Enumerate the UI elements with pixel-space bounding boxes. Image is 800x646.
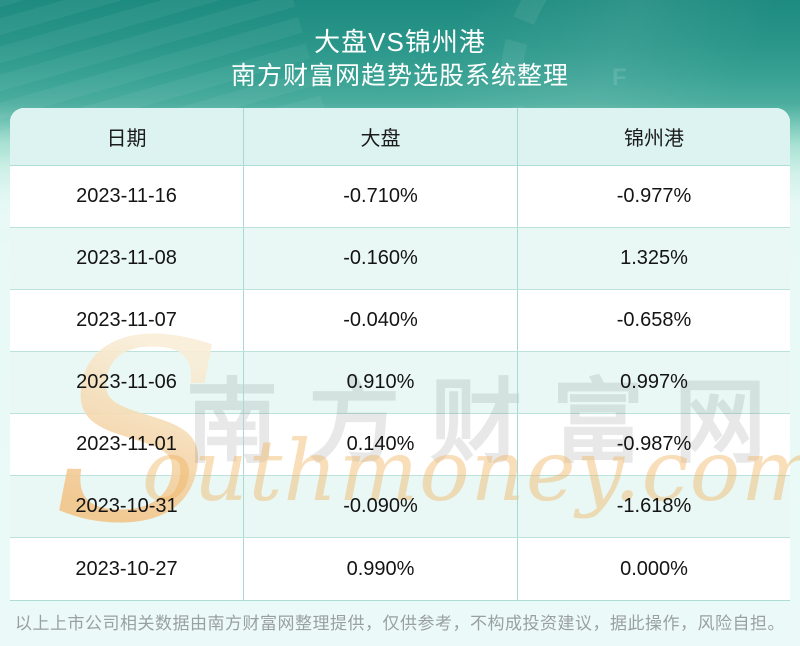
cell-market-change: -0.040%: [243, 290, 517, 351]
table-row: 2023-11-01 0.140% -0.987%: [10, 414, 790, 476]
cell-date: 2023-11-01: [76, 433, 177, 455]
cell-date: 2023-11-08: [76, 247, 177, 269]
table-row: 2023-10-27 0.990% 0.000%: [10, 538, 790, 600]
column-header-jinzhou-port: 锦州港: [517, 108, 790, 165]
hero-banner: 大盘VS锦州港 南方财富网趋势选股系统整理: [0, 0, 800, 92]
table-row: 2023-11-08 -0.160% 1.325%: [10, 228, 790, 290]
cell-stock-change: -1.618%: [517, 476, 790, 537]
cell-stock-change: 1.325%: [517, 228, 790, 289]
cell-date: 2023-11-07: [76, 309, 177, 331]
table-row: 2023-11-06 0.910% 0.997%: [10, 352, 790, 414]
cell-stock-change: 0.000%: [517, 538, 790, 600]
footer-disclaimer: 以上上市公司相关数据由南方财富网整理提供，仅供参考，不构成投资建议，据此操作，风…: [15, 614, 785, 633]
table-header-row: 日期 大盘 锦州港: [10, 108, 790, 166]
cell-date: 2023-11-16: [76, 185, 177, 207]
cell-market-change: -0.090%: [243, 476, 517, 537]
cell-date: 2023-11-06: [76, 371, 177, 393]
cell-stock-change: -0.987%: [517, 414, 790, 475]
cell-stock-change: -0.977%: [517, 166, 790, 227]
cell-market-change: -0.160%: [243, 228, 517, 289]
gauge-f-mark: F: [612, 64, 627, 92]
page-title: 大盘VS锦州港: [314, 27, 486, 57]
table-row: 2023-10-31 -0.090% -1.618%: [10, 476, 790, 538]
cell-date: 2023-10-27: [75, 557, 178, 580]
cell-market-change: -0.710%: [243, 166, 517, 227]
table-row: 2023-11-16 -0.710% -0.977%: [10, 166, 790, 228]
page-subtitle: 南方财富网趋势选股系统整理: [230, 62, 569, 90]
cell-stock-change: 0.997%: [517, 352, 790, 413]
cell-market-change: 0.910%: [243, 352, 517, 413]
column-header-date: 日期: [106, 128, 147, 150]
cell-market-change: 0.140%: [243, 414, 517, 475]
comparison-table: 日期 大盘 锦州港 2023-11-16 -0.710% -0.977% 202…: [10, 108, 790, 601]
table-row: 2023-11-07 -0.040% -0.658%: [10, 290, 790, 352]
cell-date: 2023-10-31: [75, 495, 178, 517]
column-header-market: 大盘: [243, 108, 517, 165]
cell-stock-change: -0.658%: [517, 290, 790, 351]
cell-market-change: 0.990%: [243, 538, 517, 600]
